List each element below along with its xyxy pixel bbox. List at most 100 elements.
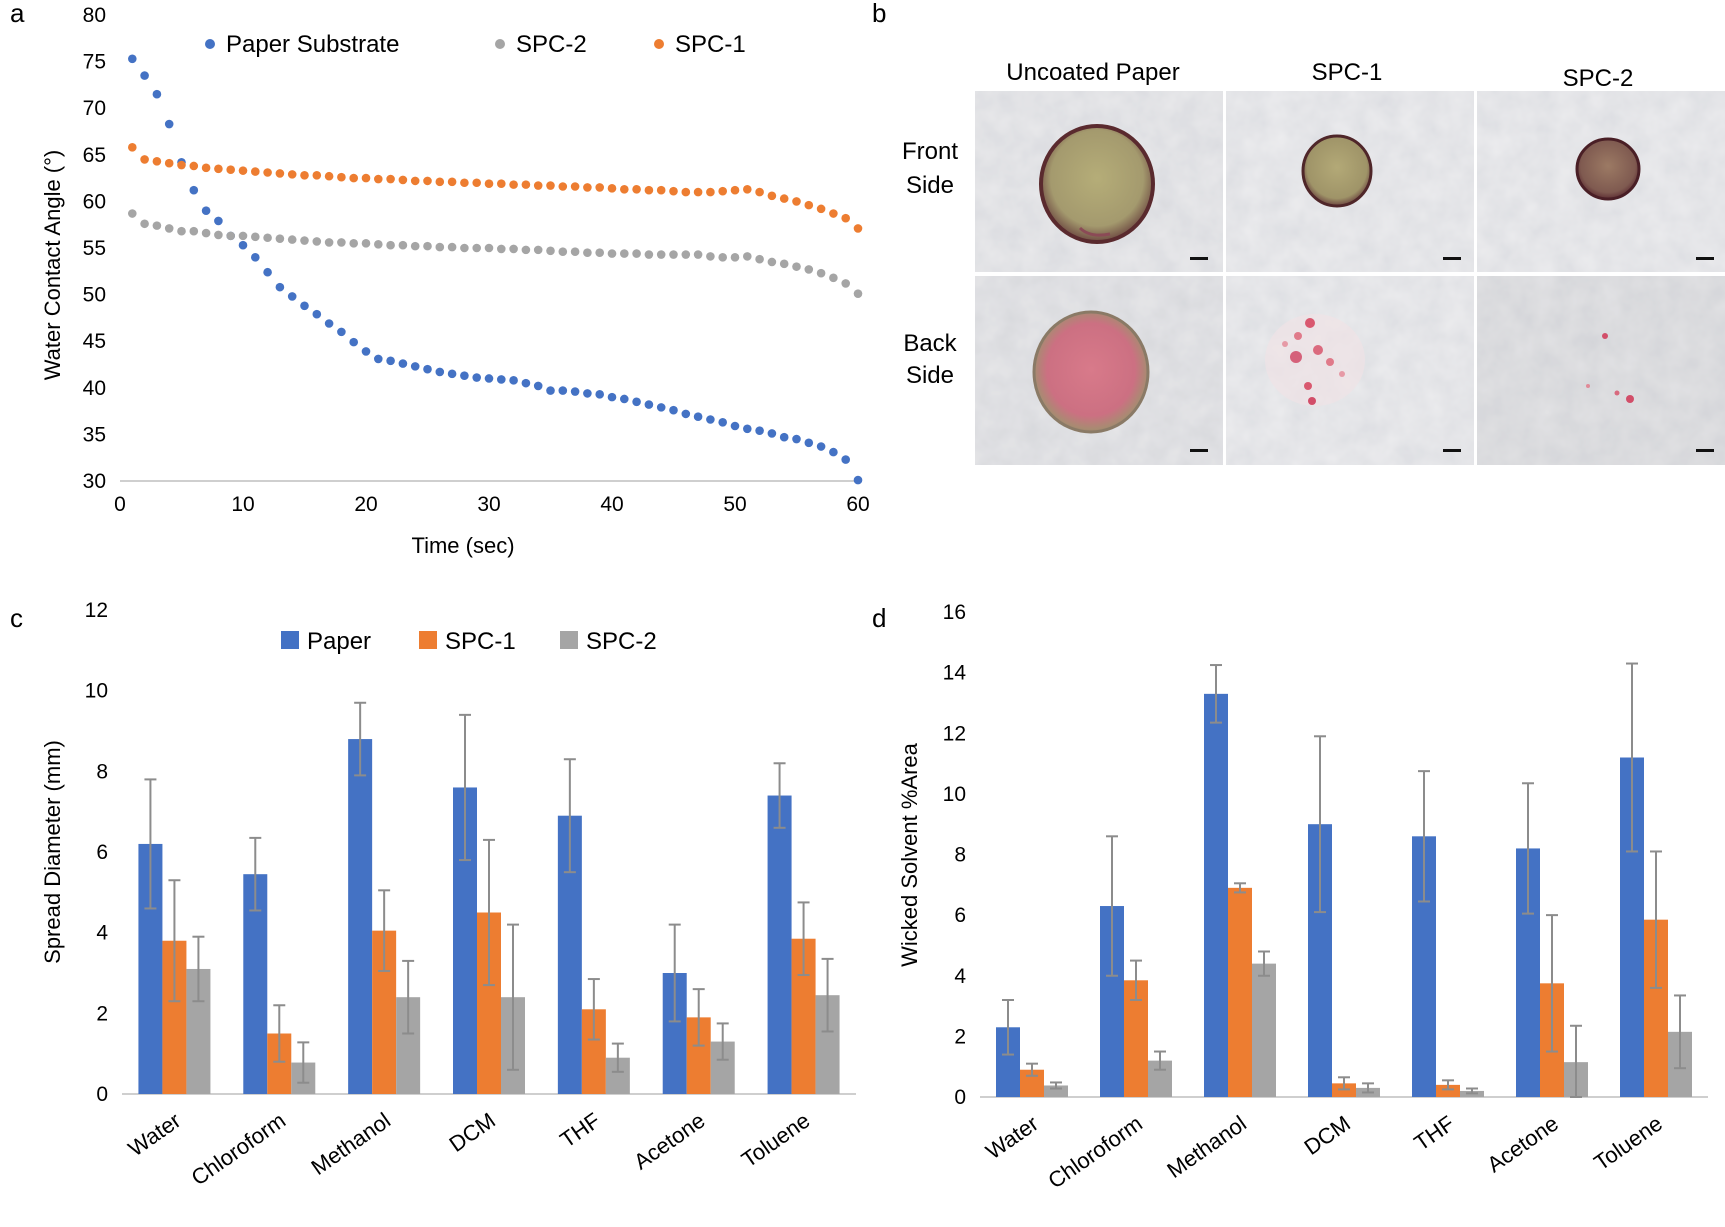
panel-a-point — [300, 236, 309, 245]
panel-a-point — [693, 187, 703, 197]
panel-a-point — [423, 364, 432, 374]
panel-a-x-tick-label: 30 — [477, 493, 500, 516]
panel-a-point — [595, 248, 604, 257]
photo-col-label-spc1: SPC-1 — [1312, 59, 1383, 86]
panel-c-category-label: Chloroform — [187, 1108, 290, 1191]
panel-d-y-tick-label: 2 — [954, 1025, 966, 1048]
panel-a-point — [656, 185, 666, 195]
panel-a-point — [152, 221, 162, 230]
panel-a-scatter-chart: 0 10 20 30 40 50 60 30 35 40 45 50 55 60 65 70 75 80 Pape… — [40, 4, 870, 558]
panel-d-y-tick-label: 14 — [943, 662, 967, 685]
panel-a-point — [263, 267, 272, 277]
panel-a-point — [816, 268, 826, 278]
panel-a-point — [816, 442, 826, 451]
panel-a-point — [607, 184, 617, 193]
panel-c-category-label: DCM — [444, 1108, 499, 1157]
panel-a-y-tick-label: 70 — [83, 97, 106, 120]
panel-a-point — [201, 163, 211, 173]
panel-d-category-label: THF — [1409, 1111, 1458, 1156]
panel-a-point — [804, 200, 814, 210]
panel-a-point — [435, 177, 445, 187]
photo-spc2-front — [1477, 91, 1725, 272]
panel-a-legend-label: SPC-2 — [516, 31, 587, 58]
panel-a-point — [730, 185, 740, 195]
panel-a-point — [349, 337, 359, 347]
panel-a-point — [755, 426, 764, 435]
panel-a-point — [484, 243, 494, 253]
panel-a-point — [374, 239, 383, 249]
panel-a-point — [324, 171, 334, 181]
panel-letter-c: c — [10, 603, 23, 633]
panel-a-point — [140, 71, 149, 80]
panel-a-point — [509, 244, 518, 254]
panel-a-point — [484, 374, 494, 383]
panel-a-point — [300, 301, 309, 311]
panel-d-category-label: Toluene — [1589, 1111, 1666, 1176]
panel-c-bar — [348, 739, 373, 1094]
panel-d-category-label: Methanol — [1162, 1111, 1250, 1183]
panel-a-point — [767, 429, 777, 438]
panel-a-point — [287, 292, 297, 301]
panel-a-point — [521, 378, 531, 388]
panel-a-point — [287, 235, 297, 244]
panel-a-y-tick-label: 75 — [83, 51, 106, 74]
panel-a-point — [435, 367, 445, 377]
panel-a-point — [300, 171, 309, 180]
panel-a-point — [189, 226, 199, 236]
panel-d-y-tick-label: 6 — [954, 904, 966, 927]
panel-a-legend: Paper Substrate SPC-2 SPC-1 — [205, 31, 746, 58]
panel-a-point — [447, 177, 457, 187]
panel-a-point — [521, 245, 531, 255]
panel-a-point — [681, 187, 691, 197]
panel-c-legend-swatch — [560, 631, 578, 649]
panel-a-point — [620, 394, 629, 404]
panel-a-point — [743, 184, 752, 194]
panel-d-bar — [1044, 1085, 1068, 1097]
panel-a-point — [595, 183, 604, 192]
panel-a-point — [349, 239, 359, 248]
panel-a-point — [398, 175, 408, 185]
panel-a-point — [164, 224, 174, 233]
panel-c-category-label: Methanol — [307, 1108, 395, 1180]
panel-a-point — [669, 405, 678, 415]
panel-a-point — [681, 409, 691, 419]
panel-a-y-tick-label: 40 — [83, 377, 106, 400]
panel-letter-a: a — [10, 0, 25, 28]
panel-d-category-label: Water — [981, 1111, 1043, 1165]
panel-a-point — [447, 242, 457, 252]
panel-a-point — [853, 475, 863, 485]
panel-a-x-tick-label: 10 — [231, 493, 254, 516]
panel-a-point — [779, 194, 789, 203]
panel-a-point — [656, 403, 666, 412]
panel-c-y-tick-label: 12 — [85, 599, 108, 622]
panel-a-point — [570, 182, 580, 191]
panel-a-points — [128, 54, 863, 485]
panel-a-x-tick-label: 60 — [846, 493, 869, 516]
panel-a-point — [755, 187, 764, 197]
panel-a-point — [669, 186, 678, 196]
panel-a-point — [361, 173, 371, 183]
panel-c-category-label: THF — [555, 1108, 604, 1153]
panel-a-point — [410, 176, 420, 186]
photo-col-label-uncoated: Uncoated Paper — [1006, 59, 1179, 86]
panel-a-point — [386, 356, 395, 366]
panel-a-point — [792, 262, 801, 271]
panel-a-point — [607, 249, 617, 258]
panel-d-category-label: DCM — [1299, 1111, 1354, 1160]
panel-a-point — [447, 369, 457, 379]
panel-a-y-tick-label: 45 — [83, 330, 106, 353]
panel-a-point — [632, 397, 641, 407]
panel-a-y-tick-label: 80 — [83, 4, 106, 27]
photo-row-label-front-line2: Side — [906, 172, 954, 199]
panel-a-point — [829, 447, 838, 457]
panel-a-point — [644, 400, 654, 409]
panel-c-bar — [767, 795, 792, 1094]
photo-spc2-back — [1477, 276, 1725, 465]
panel-a-point — [214, 164, 223, 174]
panel-a-point — [177, 160, 186, 170]
panel-a-point — [620, 184, 629, 194]
photo-col-label-spc2: SPC-2 — [1563, 65, 1634, 92]
panel-d-y-tick-label: 8 — [954, 844, 966, 867]
panel-a-point — [718, 253, 727, 262]
panel-a-point — [829, 273, 838, 283]
